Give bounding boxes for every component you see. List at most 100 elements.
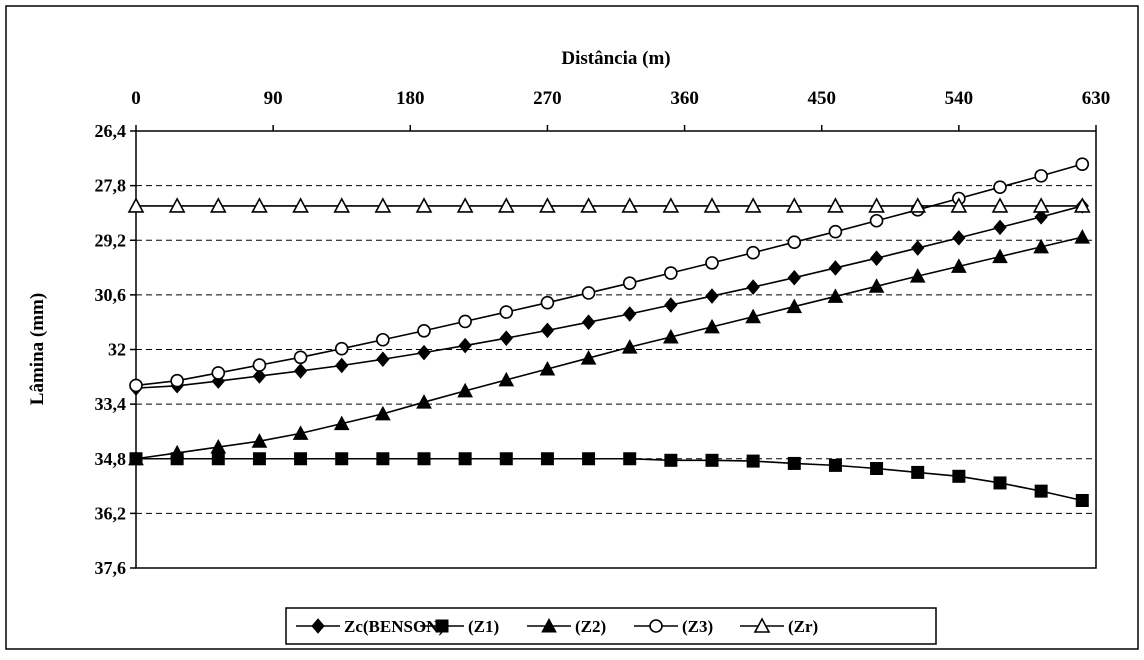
data-point-1 <box>417 452 431 466</box>
data-point-2 <box>786 298 803 314</box>
series-3 <box>129 157 1090 393</box>
data-point-2 <box>827 288 844 303</box>
data-point-0 <box>499 330 513 346</box>
legend-item-2: (Z2) <box>527 617 606 636</box>
x-tick-label: 180 <box>396 88 425 109</box>
x-tick-label: 270 <box>533 88 562 109</box>
legend-marker <box>541 617 557 633</box>
data-point-0 <box>746 279 760 295</box>
legend-item-1: (Z1) <box>420 617 499 636</box>
y-tick-label: 37,6 <box>95 558 127 578</box>
data-point-4 <box>251 197 268 213</box>
data-point-2 <box>745 308 761 324</box>
data-point-1 <box>335 452 349 466</box>
data-point-2 <box>539 360 556 376</box>
data-point-2 <box>704 318 720 334</box>
legend-box <box>285 607 937 645</box>
data-point-3 <box>664 266 678 280</box>
data-point-3 <box>293 350 308 365</box>
data-point-4 <box>868 197 885 213</box>
legend-marker <box>753 617 771 633</box>
data-point-2 <box>909 268 926 283</box>
data-point-4 <box>1073 197 1091 213</box>
data-point-3 <box>376 332 390 347</box>
legend-label: (Z1) <box>468 617 499 636</box>
data-point-0 <box>664 297 678 313</box>
series-line-1 <box>136 457 1083 502</box>
data-point-0 <box>787 269 801 286</box>
data-point-2 <box>621 339 638 354</box>
data-point-4 <box>168 197 186 213</box>
data-point-0 <box>705 288 719 304</box>
data-point-0 <box>869 250 884 266</box>
data-point-3 <box>334 341 349 356</box>
data-point-1 <box>952 469 966 483</box>
data-point-0 <box>581 314 596 330</box>
data-point-0 <box>458 337 472 354</box>
data-point-2 <box>498 371 515 387</box>
data-point-0 <box>540 322 555 339</box>
legend-marker <box>435 619 449 633</box>
series-line-3 <box>135 163 1083 387</box>
data-point-1 <box>911 465 925 479</box>
series-2 <box>128 229 1091 466</box>
data-point-1 <box>746 454 760 468</box>
data-point-1 <box>1075 493 1089 507</box>
data-point-3 <box>540 295 555 310</box>
legend-label: (Zr) <box>788 617 818 636</box>
data-point-3 <box>417 323 431 338</box>
x-tick-label: 0 <box>131 88 141 109</box>
data-point-3 <box>869 213 884 228</box>
data-point-1 <box>828 458 842 472</box>
data-point-3 <box>746 245 760 260</box>
data-point-1 <box>458 452 472 466</box>
data-point-1 <box>294 452 308 466</box>
y-tick-label: 26,4 <box>95 121 127 141</box>
data-point-4 <box>744 197 762 213</box>
x-tick-label: 90 <box>264 88 283 109</box>
data-point-4 <box>539 197 556 213</box>
data-point-0 <box>335 357 349 374</box>
data-point-1 <box>705 453 719 467</box>
data-point-4 <box>333 197 351 213</box>
data-point-2 <box>663 328 679 344</box>
y-tick-label: 30,6 <box>95 285 127 305</box>
data-point-3 <box>828 224 843 239</box>
data-point-4 <box>209 197 227 213</box>
data-point-1 <box>1034 484 1048 498</box>
y-tick-label: 36,2 <box>95 503 127 523</box>
data-point-4 <box>909 197 927 213</box>
data-point-1 <box>623 452 637 466</box>
outer-frame <box>5 5 1139 650</box>
data-point-4 <box>703 197 721 213</box>
data-point-0 <box>952 230 966 246</box>
data-point-4 <box>127 197 145 213</box>
legend: Zc(BENSON) (Z1) (Z2) (Z3) (Zr) <box>296 617 818 636</box>
data-point-4 <box>621 197 639 213</box>
y-tick-label: 32 <box>108 340 126 360</box>
data-point-2 <box>169 444 185 460</box>
legend-marker <box>649 619 663 633</box>
data-point-4 <box>991 197 1009 213</box>
data-point-4 <box>456 197 474 213</box>
data-point-0 <box>417 344 431 361</box>
data-point-1 <box>499 452 513 466</box>
data-point-2 <box>375 405 391 421</box>
data-point-4 <box>785 197 803 213</box>
data-point-0 <box>993 219 1007 236</box>
data-point-1 <box>252 452 266 466</box>
y-tick-label: 34,8 <box>95 449 127 469</box>
data-point-3 <box>129 378 143 393</box>
legend-label: (Z2) <box>575 617 606 636</box>
data-point-3 <box>211 366 226 380</box>
data-point-4 <box>950 197 968 213</box>
data-point-2 <box>292 425 309 440</box>
data-point-1 <box>211 452 225 466</box>
data-point-0 <box>911 240 925 256</box>
legend-marker <box>311 618 325 634</box>
data-point-4 <box>662 197 680 213</box>
data-point-2 <box>210 438 227 454</box>
y-axis-ticks: 26,4 27,8 29,2 30,6 32 33,4 34,8 36,2 37,6 <box>95 121 136 578</box>
series-line-0 <box>135 205 1083 389</box>
